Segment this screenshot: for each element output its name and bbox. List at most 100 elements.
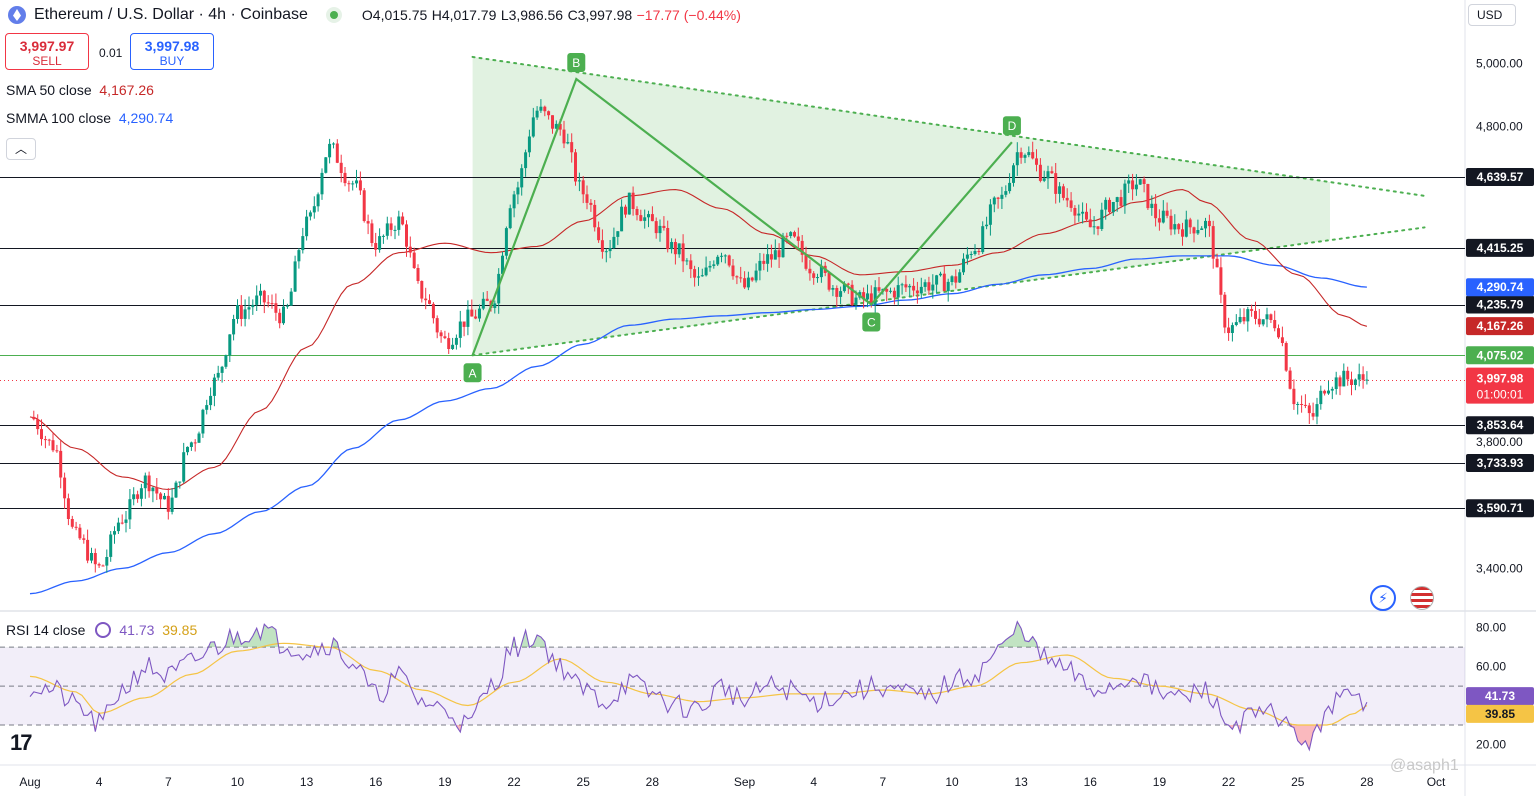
candle-body[interactable] <box>297 250 301 262</box>
candle-body[interactable] <box>401 216 405 225</box>
candle-body[interactable] <box>866 293 869 300</box>
candle-body[interactable] <box>1100 209 1104 229</box>
candle-body[interactable] <box>1111 202 1115 213</box>
candle-body[interactable] <box>854 297 858 305</box>
candle-body[interactable] <box>366 221 370 224</box>
candle-body[interactable] <box>527 136 531 153</box>
candle-body[interactable] <box>1161 210 1165 223</box>
candle-body[interactable] <box>70 519 74 527</box>
candle-body[interactable] <box>720 255 723 257</box>
candle-body[interactable] <box>850 284 854 305</box>
candle-body[interactable] <box>750 277 754 281</box>
candle-body[interactable] <box>335 143 339 163</box>
candle-body[interactable] <box>259 290 262 296</box>
candle-body[interactable] <box>1323 390 1327 394</box>
candle-body[interactable] <box>1108 199 1111 213</box>
candle-body[interactable] <box>631 192 635 209</box>
candle-body[interactable] <box>282 306 285 324</box>
candle-body[interactable] <box>1127 180 1131 184</box>
candle-body[interactable] <box>266 302 270 304</box>
candle-body[interactable] <box>278 312 282 324</box>
candle-body[interactable] <box>209 395 213 406</box>
candle-body[interactable] <box>1184 219 1188 237</box>
candle-body[interactable] <box>1012 165 1015 183</box>
candle-body[interactable] <box>1334 377 1338 389</box>
candle-body[interactable] <box>1227 327 1231 334</box>
candle-body[interactable] <box>163 495 166 500</box>
candle-body[interactable] <box>462 321 466 327</box>
candle-body[interactable] <box>1223 294 1227 328</box>
candle-body[interactable] <box>862 292 866 300</box>
candle-body[interactable] <box>120 522 124 524</box>
candle-body[interactable] <box>1315 404 1319 417</box>
candle-body[interactable] <box>551 115 554 129</box>
candle-body[interactable] <box>600 240 604 252</box>
candle-body[interactable] <box>1269 314 1273 320</box>
candle-body[interactable] <box>212 377 216 396</box>
candle-body[interactable] <box>293 261 297 292</box>
candle-body[interactable] <box>643 217 647 221</box>
candle-body[interactable] <box>493 303 497 308</box>
candle-body[interactable] <box>842 283 846 292</box>
candle-body[interactable] <box>658 225 662 234</box>
sell-button[interactable]: 3,997.97 SELL <box>5 33 89 70</box>
candle-body[interactable] <box>654 221 658 234</box>
candle-body[interactable] <box>716 256 720 265</box>
candle-body[interactable] <box>1277 328 1280 338</box>
candle-body[interactable] <box>370 223 374 243</box>
candle-body[interactable] <box>1361 374 1365 380</box>
candle-body[interactable] <box>969 254 973 255</box>
candle-body[interactable] <box>1065 197 1069 201</box>
candle-body[interactable] <box>647 214 650 218</box>
candle-body[interactable] <box>355 180 358 184</box>
candle-body[interactable] <box>1154 203 1158 219</box>
candle-body[interactable] <box>558 123 562 130</box>
candle-body[interactable] <box>443 336 447 339</box>
candle-body[interactable] <box>224 355 228 367</box>
candle-body[interactable] <box>1165 210 1169 216</box>
candle-body[interactable] <box>908 285 912 288</box>
candle-body[interactable] <box>889 290 892 292</box>
candle-body[interactable] <box>324 157 328 173</box>
candle-body[interactable] <box>82 538 86 540</box>
candle-body[interactable] <box>1142 179 1146 184</box>
candle-body[interactable] <box>1123 183 1127 206</box>
candle-body[interactable] <box>835 288 839 297</box>
candle-body[interactable] <box>639 215 643 221</box>
candle-body[interactable] <box>1250 309 1254 311</box>
candle-body[interactable] <box>1015 152 1019 166</box>
candle-body[interactable] <box>1319 390 1323 405</box>
candle-body[interactable] <box>63 477 67 499</box>
candle-body[interactable] <box>804 254 808 269</box>
candle-body[interactable] <box>1211 226 1215 259</box>
candle-body[interactable] <box>877 287 881 291</box>
us-flag-icon[interactable] <box>1410 586 1434 610</box>
candle-body[interactable] <box>389 223 393 230</box>
candle-body[interactable] <box>1300 404 1304 405</box>
candle-body[interactable] <box>566 142 570 144</box>
candle-body[interactable] <box>101 565 105 567</box>
candle-body[interactable] <box>1288 370 1292 389</box>
candle-body[interactable] <box>1019 152 1023 158</box>
market-open-dot-icon[interactable] <box>329 11 338 19</box>
candle-body[interactable] <box>923 282 927 287</box>
candle-body[interactable] <box>992 197 996 205</box>
candle-body[interactable] <box>935 275 939 285</box>
candle-body[interactable] <box>927 282 931 291</box>
candle-body[interactable] <box>504 228 508 256</box>
candle-body[interactable] <box>439 332 443 337</box>
candle-body[interactable] <box>1085 211 1088 220</box>
candle-body[interactable] <box>973 251 977 254</box>
candle-body[interactable] <box>1050 171 1054 174</box>
candle-body[interactable] <box>677 243 681 255</box>
settings-icon[interactable] <box>95 622 112 638</box>
candle-body[interactable] <box>1104 199 1108 210</box>
candle-body[interactable] <box>919 286 923 294</box>
candle-body[interactable] <box>977 251 981 253</box>
candle-body[interactable] <box>915 290 919 294</box>
candle-body[interactable] <box>236 305 239 319</box>
candle-body[interactable] <box>189 442 193 447</box>
collapse-legend-button[interactable]: ︿ <box>6 138 36 160</box>
candle-body[interactable] <box>1234 322 1238 325</box>
candle-body[interactable] <box>670 242 674 250</box>
